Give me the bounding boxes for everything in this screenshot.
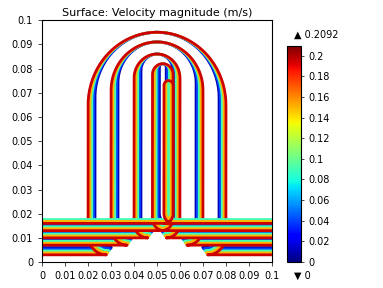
Text: ▼ 0: ▼ 0 xyxy=(294,271,311,281)
Title: Surface: Velocity magnitude (m/s): Surface: Velocity magnitude (m/s) xyxy=(62,8,252,18)
Text: ▲ 0.2092: ▲ 0.2092 xyxy=(294,30,339,40)
